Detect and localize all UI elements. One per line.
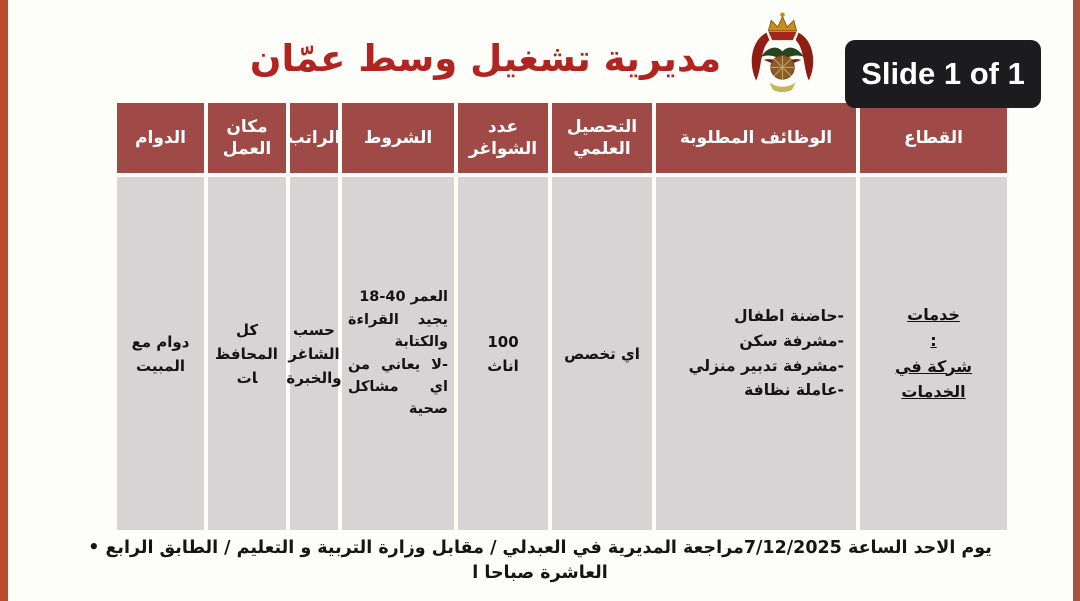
condition-item: العمر 40-18 [359,289,448,306]
jobs-table: القطاع الوظائف المطلوبة التحصيل العلمي ع… [117,103,1007,530]
condition-item: يجيد القراءة والكتابة [348,311,448,351]
education-value: اي تخصص [564,344,640,363]
cell-hours: دوام مع المبيت [117,177,204,530]
col-header-jobs: الوظائف المطلوبة [656,103,856,173]
left-frame-edge [0,0,8,601]
footer-note-line2: العاشرة صباحا ا [472,563,608,584]
sector-line: الخدمات [901,382,966,402]
sector-line: شركة في [895,356,972,376]
col-header-hours: الدوام [117,103,204,173]
col-header-conditions: الشروط [342,103,454,173]
cell-salary: حسب الشاغر والخبرة [286,177,342,530]
jordan-coat-of-arms-icon [735,11,830,105]
condition-item: -لا يعاني من اي مشاكل صحية [348,356,448,418]
footer-note: يوم الاحد الساعة 7/12/2025مراجعة المديري… [60,536,1020,587]
col-header-location: مكان العمل [208,103,286,173]
vacancies-count: 100 [487,332,519,351]
col-header-education: التحصيل العلمي [552,103,652,173]
job-item: -حاضنة اطفال [734,306,844,325]
cell-education: اي تخصص [552,177,652,530]
col-header-salary: الراتب [288,103,341,173]
job-item: -مشرفة تدبير منزلي [688,356,844,375]
cell-sector: خدمات : شركة في الخدمات [860,177,1007,530]
hours-value: دوام مع المبيت [131,332,190,375]
slide-counter-badge: Slide 1 of 1 [845,40,1041,108]
cell-vacancies: 100 اناث [458,177,548,530]
cell-location: كل المحافظات [208,177,286,530]
col-header-vacancies: عدد الشواغر [458,103,548,173]
job-item: -مشرفة سكن [739,331,844,350]
location-value: كل المحافظات [216,320,278,387]
vacancies-gender: اناث [487,356,519,375]
masthead: مديرية تشغيل وسط عمّان [30,10,1050,106]
right-frame-edge [1073,0,1080,601]
job-item: -عاملة نظافة [744,381,844,400]
footer-note-line1: يوم الاحد الساعة 7/12/2025مراجعة المديري… [88,538,992,558]
cell-jobs: -حاضنة اطفال -مشرفة سكن -مشرفة تدبير منز… [656,177,856,530]
salary-value: حسب الشاغر والخبرة [286,320,342,387]
page-title: مديرية تشغيل وسط عمّان [249,36,722,80]
sector-line: : [930,330,937,350]
sector-line: خدمات [907,305,960,325]
cell-conditions: العمر 40-18 يجيد القراءة والكتابة -لا يع… [342,177,454,530]
col-header-sector: القطاع [860,103,1007,173]
